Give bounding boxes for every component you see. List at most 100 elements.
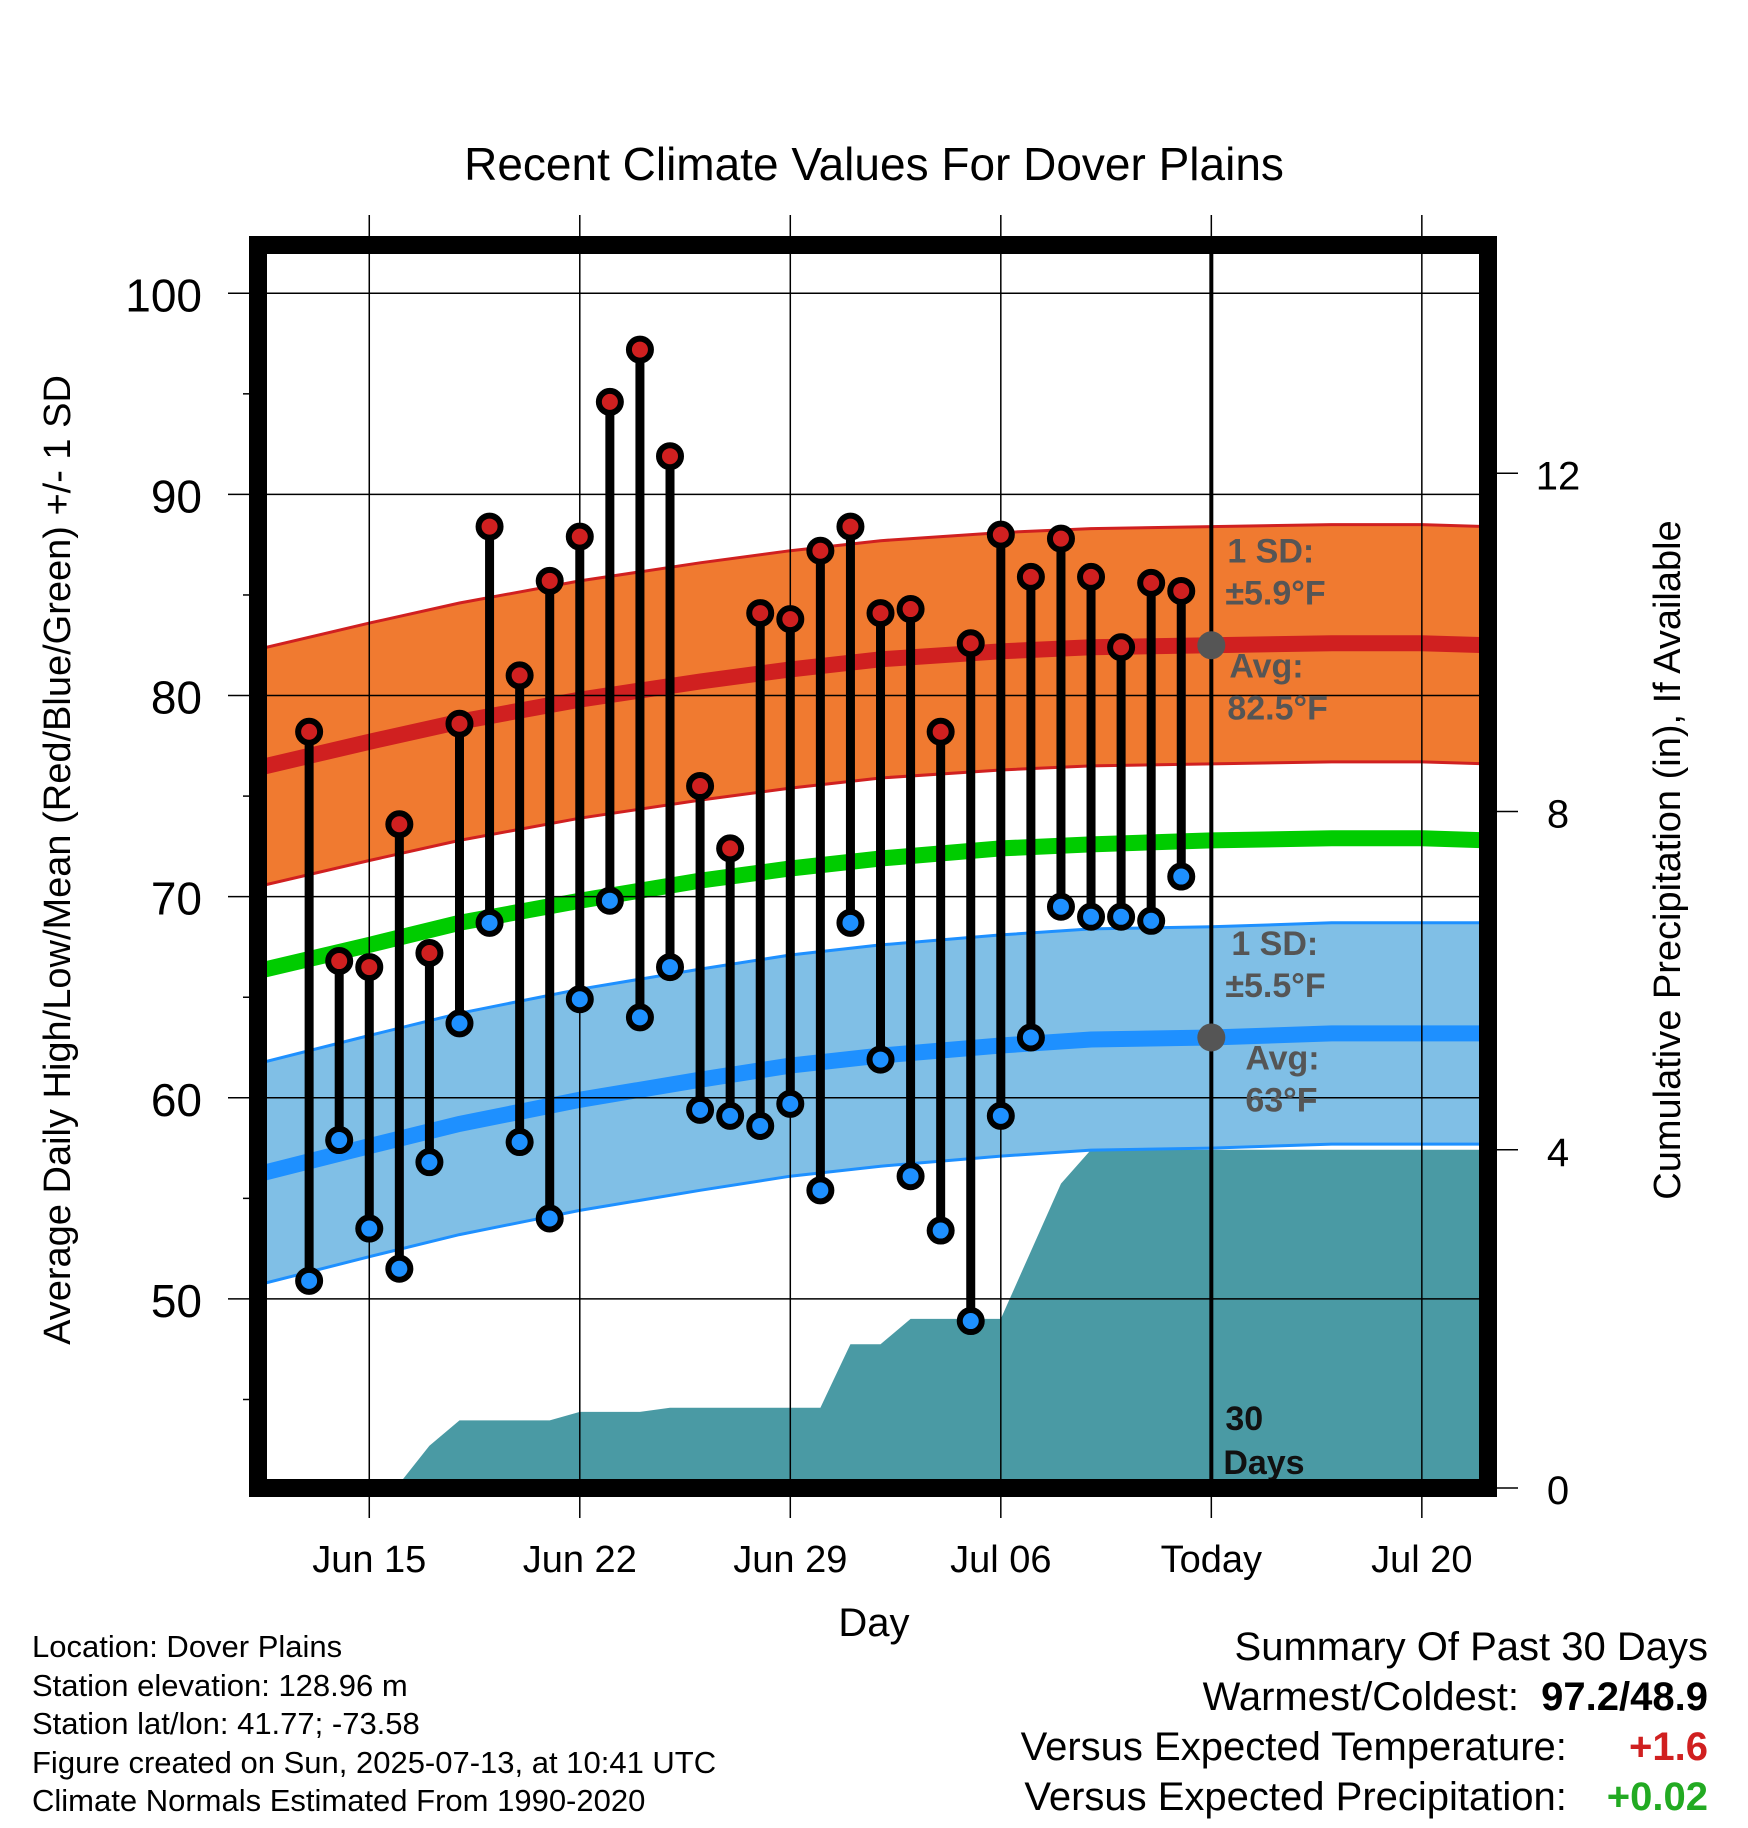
- daily-low-marker: [565, 985, 594, 1014]
- daily-high-marker: [1167, 576, 1196, 605]
- daily-high-marker: [475, 512, 504, 541]
- y-tick-label-left: 60: [151, 1074, 202, 1126]
- y-tick-label-left: 50: [151, 1275, 202, 1327]
- temp-anomaly-value: +1.6: [1629, 1725, 1708, 1769]
- daily-high-marker: [656, 442, 685, 471]
- temp-anomaly-label: Versus Expected Temperature:: [1020, 1725, 1567, 1769]
- station-latlon: Station lat/lon: 41.77; -73.58: [32, 1706, 420, 1741]
- days-word-label: Days: [1223, 1444, 1304, 1482]
- daily-low-marker: [866, 1045, 895, 1074]
- y-tick-label-right: 4: [1547, 1131, 1569, 1175]
- daily-high-marker: [1016, 562, 1045, 591]
- y-axis-label-right: Cumulative Precipitation (in), If Availa…: [1647, 520, 1689, 1199]
- daily-low-marker: [1107, 902, 1136, 931]
- daily-high-marker: [565, 522, 594, 551]
- daily-high-marker: [625, 335, 654, 364]
- daily-high-marker: [535, 566, 564, 595]
- y-tick-label-right: 12: [1536, 454, 1581, 498]
- daily-low-marker: [716, 1101, 745, 1130]
- warmest-coldest-value: 97.2/48.9: [1541, 1675, 1708, 1719]
- daily-low-marker: [595, 886, 624, 915]
- daily-low-marker: [415, 1148, 444, 1177]
- plot-frame: [249, 236, 1497, 1497]
- daily-high-marker: [445, 709, 474, 738]
- daily-low-marker: [656, 953, 685, 982]
- daily-high-marker: [716, 834, 745, 863]
- daily-high-marker: [505, 661, 534, 690]
- daily-low-marker: [1077, 902, 1106, 931]
- daily-high-marker: [866, 599, 895, 628]
- summary-precipitation: Versus Expected Precipitation: +0.02: [1021, 1772, 1708, 1822]
- daily-low-marker: [986, 1101, 1015, 1130]
- warmest-coldest-label: Warmest/Coldest:: [1202, 1675, 1519, 1719]
- daily-high-marker: [1137, 568, 1166, 597]
- daily-high-marker: [956, 629, 985, 658]
- chart-title: Recent Climate Values For Dover Plains: [464, 138, 1284, 190]
- y-tick-label-left: 100: [125, 269, 202, 321]
- high-avg-label: Avg:: [1229, 647, 1303, 685]
- daily-high-marker: [926, 717, 955, 746]
- high-sd-label: 1 SD:: [1227, 533, 1314, 571]
- daily-low-marker: [806, 1176, 835, 1205]
- high-avg-today-marker: [1197, 631, 1226, 660]
- x-axis-label: Day: [838, 1601, 909, 1645]
- daily-high-marker: [325, 947, 354, 976]
- daily-high-marker: [355, 953, 384, 982]
- daily-low-marker: [1046, 892, 1075, 921]
- daily-low-marker: [325, 1126, 354, 1155]
- x-tick-label: Today: [1161, 1539, 1262, 1581]
- y-tick-label-left: 70: [151, 873, 202, 925]
- daily-low-marker: [385, 1254, 414, 1283]
- station-location: Location: Dover Plains: [32, 1629, 343, 1664]
- station-info: Location: Dover Plains Station elevation…: [32, 1628, 716, 1821]
- low-sd-band: [258, 922, 1488, 1285]
- y-tick-label-right: 0: [1547, 1469, 1569, 1513]
- daily-low-marker: [1137, 906, 1166, 935]
- daily-high-marker: [746, 599, 775, 628]
- daily-high-marker: [385, 810, 414, 839]
- daily-high-marker: [415, 938, 444, 967]
- daily-low-marker: [1016, 1023, 1045, 1052]
- x-tick-label: Jun 22: [523, 1539, 637, 1581]
- y-tick-label-left: 90: [151, 470, 202, 522]
- daily-low-marker: [956, 1307, 985, 1336]
- low-avg-value: 63°F: [1245, 1081, 1317, 1119]
- daily-high-marker: [896, 595, 925, 624]
- daily-low-marker: [896, 1162, 925, 1191]
- daily-low-marker: [505, 1128, 534, 1157]
- y-tick-label-left: 80: [151, 672, 202, 724]
- daily-low-marker: [535, 1204, 564, 1233]
- days-count-label: 30: [1225, 1400, 1263, 1438]
- figure-created: Figure created on Sun, 2025-07-13, at 10…: [32, 1744, 717, 1780]
- daily-low-marker: [746, 1111, 775, 1140]
- precip-anomaly-value: +0.02: [1606, 1775, 1708, 1819]
- low-avg-today-marker: [1197, 1023, 1226, 1052]
- daily-high-marker: [295, 717, 324, 746]
- daily-low-marker: [836, 908, 865, 937]
- daily-low-marker: [1167, 862, 1196, 891]
- high-sd-value: ±5.9°F: [1225, 575, 1325, 613]
- high-sd-upper-edge: [258, 523, 1488, 651]
- station-elevation: Station elevation: 128.96 m: [32, 1667, 408, 1703]
- summary-temperature: Versus Expected Temperature: +1.6: [1021, 1722, 1708, 1772]
- low-sd-label: 1 SD:: [1231, 925, 1318, 963]
- daily-high-marker: [836, 512, 865, 541]
- plot-area: 1 SD: ±5.9°F Avg: 82.5°F 1 SD: ±5.5°F Avg: 63°F…: [125, 215, 1580, 1581]
- daily-high-marker: [806, 536, 835, 565]
- daily-low-marker: [475, 908, 504, 937]
- normals-period: Climate Normals Estimated From 1990-2020: [32, 1783, 646, 1818]
- daily-low-marker: [625, 1003, 654, 1032]
- high-avg-value: 82.5°F: [1227, 689, 1328, 727]
- daily-high-marker: [686, 772, 715, 801]
- daily-high-marker: [1107, 633, 1136, 662]
- daily-high-marker: [595, 387, 624, 416]
- low-avg-label: Avg:: [1245, 1039, 1319, 1077]
- daily-high-marker: [1077, 562, 1106, 591]
- daily-low-marker: [445, 1009, 474, 1038]
- daily-high-marker: [1046, 524, 1075, 553]
- daily-high-marker: [986, 520, 1015, 549]
- x-tick-label: Jun 29: [733, 1539, 847, 1581]
- y-tick-label-right: 8: [1547, 793, 1569, 837]
- y-axis-label-left: Average Daily High/Low/Mean (Red/Blue/Gr…: [37, 375, 79, 1345]
